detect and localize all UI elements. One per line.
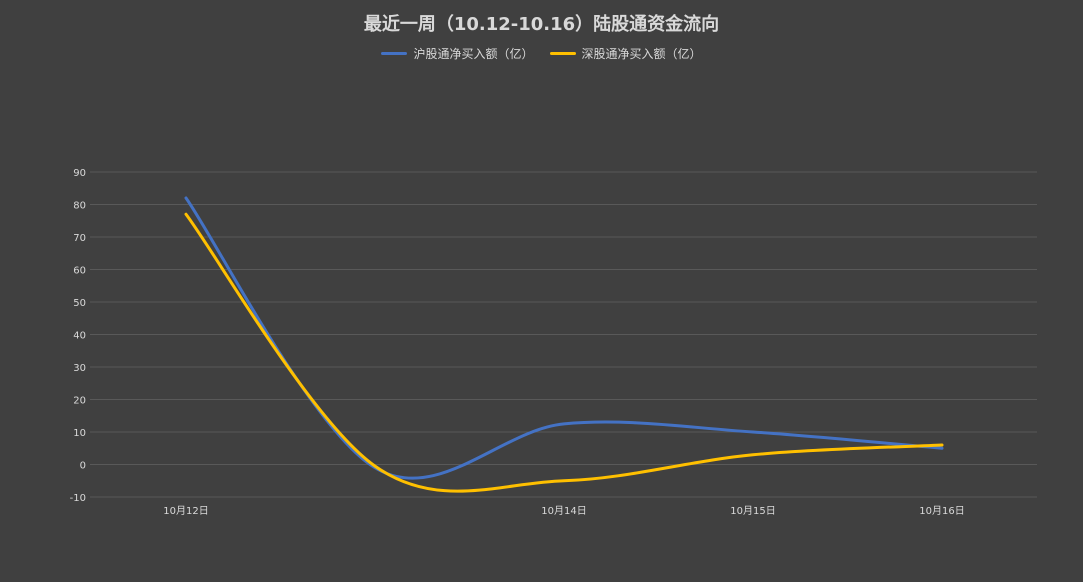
series-line-shanghai: [184, 196, 944, 480]
y-tick-label: 30: [73, 363, 86, 374]
legend-swatch-shenzhen: [549, 52, 576, 55]
chart-legend: 沪股通净买入额（亿） 深股通净买入额（亿）: [0, 45, 1083, 62]
legend-item-shenzhen: 深股通净买入额（亿）: [549, 45, 702, 62]
chart-title: 最近一周（10.12-10.16）陆股通资金流向: [363, 14, 720, 35]
y-tick-label: 10: [73, 428, 86, 439]
x-axis-ticks: 10月12日 10月14日 10月15日 10月16日: [163, 505, 964, 517]
legend-item-shanghai: 沪股通净买入额（亿）: [381, 45, 534, 62]
x-tick-label: 10月16日: [919, 505, 964, 517]
legend-label-shanghai: 沪股通净买入额（亿）: [413, 47, 534, 61]
y-tick-label: 40: [73, 331, 86, 342]
y-tick-label: 50: [73, 298, 86, 309]
y-tick-label: 60: [73, 266, 86, 277]
grid-lines: [90, 171, 1037, 498]
legend-swatch-shanghai: [381, 52, 408, 55]
x-tick-label: 10月15日: [730, 505, 775, 517]
y-tick-label: 70: [73, 233, 86, 244]
y-tick-label: 20: [73, 396, 86, 407]
series-lines: [184, 196, 944, 493]
y-tick-label: 80: [73, 201, 86, 212]
y-tick-label: 90: [73, 168, 86, 179]
x-tick-label: 10月14日: [541, 505, 586, 517]
y-axis-ticks: -10 0 10 20 30 40 50 60 70 80 90: [70, 168, 86, 504]
y-tick-label: -10: [70, 493, 86, 504]
x-tick-label: 10月12日: [163, 505, 208, 517]
y-tick-label: 0: [80, 461, 86, 472]
legend-label-shenzhen: 深股通净买入额（亿）: [581, 47, 702, 61]
series-line-shenzhen: [184, 212, 944, 493]
